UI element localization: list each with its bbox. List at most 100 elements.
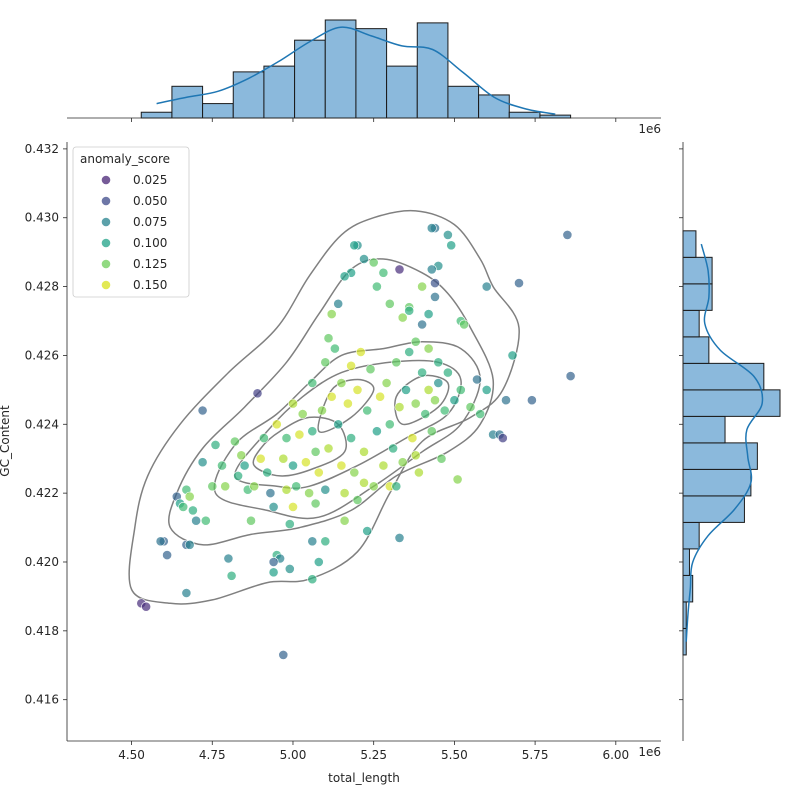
scatter-point <box>265 488 276 498</box>
scatter-point <box>346 433 356 443</box>
scatter-point <box>300 457 311 468</box>
scatter-point <box>217 460 227 471</box>
scatter-point <box>497 433 508 443</box>
scatter-point <box>426 223 437 233</box>
scatter-point <box>320 357 331 368</box>
scatter-point <box>391 481 402 492</box>
x-axis-label: total_length <box>328 771 400 785</box>
kde-contour <box>394 374 450 426</box>
scatter-point <box>307 574 318 585</box>
y-tick-label: 0.418 <box>25 624 59 638</box>
scatter-point <box>181 588 192 598</box>
scatter-point <box>236 450 247 461</box>
scatter-point <box>284 519 295 529</box>
scatter-point <box>349 240 360 251</box>
scatter-point <box>288 398 298 409</box>
scatter-point <box>288 460 298 471</box>
x-hist-bar <box>386 65 418 119</box>
scatter-point <box>362 405 373 416</box>
scatter-point <box>410 398 421 409</box>
scatter-point <box>323 333 334 344</box>
scatter-point <box>378 460 389 471</box>
scatter-point <box>220 481 231 492</box>
y-axis-label: GC_Content <box>0 405 12 477</box>
y-hist-bar <box>682 230 697 258</box>
main-scatter-panel: 4.50 4.75 5.00 5.25 5.50 5.75 6.00 0.416 0.418 0… <box>0 142 661 785</box>
y-hist-bar <box>682 627 687 656</box>
x-hist-bar <box>140 111 173 119</box>
scatter-point <box>420 409 431 419</box>
scatter-point <box>304 488 314 498</box>
scatter-point <box>339 271 350 282</box>
right-marginal-histogram <box>679 142 781 741</box>
scatter-point <box>210 439 221 450</box>
legend-label: 0.125 <box>133 257 167 271</box>
scatter-point <box>501 395 511 406</box>
scatter-point <box>423 384 434 395</box>
scatter-point <box>430 395 440 406</box>
scatter-point <box>307 378 318 388</box>
scatter-point <box>333 298 344 309</box>
scatter-point <box>384 298 395 309</box>
scatter-point <box>313 467 324 478</box>
scatter-point <box>317 405 327 416</box>
scatter-point <box>433 357 444 368</box>
scatter-point <box>262 467 273 478</box>
y-hist-bar <box>682 362 765 391</box>
scatter-point <box>368 257 379 268</box>
y-hist-bar <box>682 442 758 470</box>
scatter-point <box>278 453 289 464</box>
legend-marker <box>101 196 111 206</box>
scatter-point <box>433 378 444 388</box>
scatter-point <box>375 391 385 402</box>
scatter-point <box>284 564 295 574</box>
scatter-point <box>452 474 463 485</box>
kde-contour <box>167 258 495 546</box>
scatter-point <box>326 391 337 402</box>
scatter-point <box>252 388 263 399</box>
scatter-point <box>446 240 457 251</box>
scatter-point <box>141 601 151 612</box>
scatter-point <box>323 443 334 454</box>
scatter-point <box>394 533 405 543</box>
scatter-point <box>349 467 360 478</box>
scatter-point <box>430 278 440 288</box>
scatter-point <box>413 467 424 478</box>
scatter-point <box>268 557 279 567</box>
scatter-point <box>410 450 421 461</box>
y-hist-bar <box>682 389 781 417</box>
legend-label: 0.150 <box>133 278 167 292</box>
y-tick-label: 0.416 <box>25 693 59 707</box>
y-hist-bar <box>682 309 700 338</box>
scatter-point <box>465 402 476 412</box>
x-hist-bar <box>508 111 541 119</box>
scatter-point <box>410 336 421 347</box>
scatter-point <box>449 395 460 406</box>
scatter-point <box>352 495 363 505</box>
scatter-point <box>352 384 363 395</box>
x-tick-label: 5.75 <box>522 748 549 762</box>
x-tick-label: 5.25 <box>360 748 387 762</box>
y-hist-bar <box>682 468 752 497</box>
legend-marker <box>101 259 111 269</box>
legend-marker <box>101 280 111 290</box>
scatter-point <box>281 484 292 495</box>
y-tick-label: 0.426 <box>25 348 59 362</box>
scatter-point <box>426 264 437 275</box>
y-hist-bar <box>682 521 700 550</box>
scatter-point <box>307 426 318 437</box>
scatter-point <box>475 409 486 419</box>
right-kde-curve <box>685 243 764 642</box>
x-hist-bar <box>355 28 388 119</box>
scatter-point <box>397 457 408 468</box>
scatter-point <box>336 460 347 471</box>
y-tick-label: 0.432 <box>25 142 59 156</box>
y-tick-label: 0.430 <box>25 211 59 225</box>
scatter-point <box>258 433 269 443</box>
legend: anomaly_score 0.025 0.050 0.075 0.100 0.125 0… <box>72 146 190 298</box>
scatter-point <box>417 319 427 330</box>
top-x-offset-label: 1e6 <box>638 122 661 136</box>
scatter-point <box>426 426 437 437</box>
legend-marker <box>101 217 111 227</box>
legend-title: anomaly_score <box>80 152 170 166</box>
